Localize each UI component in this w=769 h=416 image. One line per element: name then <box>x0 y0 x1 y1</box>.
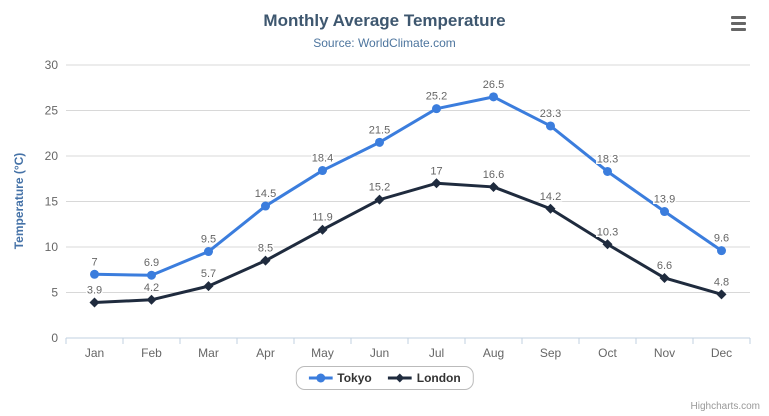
data-label-tokyo: 7 <box>91 256 97 268</box>
y-axis-tick-label: 30 <box>45 58 59 72</box>
data-label-london: 16.6 <box>483 169 504 181</box>
data-label-tokyo: 18.3 <box>597 153 618 165</box>
y-axis-tick-label: 20 <box>45 149 59 163</box>
data-label-tokyo: 9.6 <box>714 233 729 245</box>
legend-marker-tokyo <box>308 373 333 383</box>
data-label-london: 11.9 <box>312 212 333 224</box>
data-point-london[interactable] <box>374 194 385 205</box>
legend-item-london[interactable]: London <box>387 371 461 385</box>
data-point-london[interactable] <box>602 239 613 250</box>
data-label-tokyo: 13.9 <box>654 194 675 206</box>
data-point-tokyo[interactable] <box>432 104 441 114</box>
legend-symbol <box>315 373 325 383</box>
x-axis-tick-label: Mar <box>198 346 219 360</box>
data-point-london[interactable] <box>431 178 442 189</box>
data-point-london[interactable] <box>488 181 499 192</box>
legend-item-tokyo[interactable]: Tokyo <box>308 371 372 385</box>
data-label-tokyo: 14.5 <box>255 188 276 200</box>
legend-symbol <box>395 373 405 383</box>
x-axis-tick-label: Jul <box>429 346 444 360</box>
data-label-london: 3.9 <box>87 285 102 297</box>
data-label-london: 10.3 <box>597 226 618 238</box>
data-label-london: 15.2 <box>369 182 390 194</box>
data-label-london: 17 <box>430 165 442 177</box>
data-point-london[interactable] <box>260 255 271 266</box>
y-axis-tick-label: 15 <box>45 195 59 209</box>
x-axis-tick-label: Oct <box>598 346 617 360</box>
series-line-tokyo[interactable] <box>93 95 723 277</box>
hamburger-menu-icon <box>731 16 746 31</box>
data-label-tokyo: 6.9 <box>144 257 159 269</box>
x-axis-tick-label: Apr <box>256 346 275 360</box>
legend-label-tokyo: Tokyo <box>337 371 372 385</box>
data-point-london[interactable] <box>545 203 556 214</box>
y-axis-tick-label: 0 <box>51 331 58 345</box>
data-point-tokyo[interactable] <box>546 121 555 131</box>
data-point-tokyo[interactable] <box>204 247 213 257</box>
x-axis-tick-label: Feb <box>141 346 162 360</box>
data-point-london[interactable] <box>716 289 727 300</box>
data-label-tokyo: 26.5 <box>483 79 504 91</box>
data-point-tokyo[interactable] <box>147 270 156 280</box>
data-label-london: 4.8 <box>714 276 729 288</box>
data-point-tokyo[interactable] <box>261 201 270 211</box>
data-point-london[interactable] <box>146 294 157 305</box>
data-label-london: 14.2 <box>540 191 561 203</box>
x-axis-tick-label: Dec <box>711 346 732 360</box>
context-menu-button[interactable] <box>728 13 749 34</box>
x-axis-tick-label: Nov <box>654 346 675 360</box>
data-point-tokyo[interactable] <box>318 166 327 176</box>
chart-subtitle: Source: WorldClimate.com <box>313 36 456 50</box>
series-line-london[interactable] <box>93 181 723 305</box>
data-point-tokyo[interactable] <box>90 269 99 279</box>
data-label-tokyo: 23.3 <box>540 108 561 120</box>
x-axis-tick-label: Jan <box>85 346 104 360</box>
data-point-london[interactable] <box>203 281 214 292</box>
data-label-tokyo: 9.5 <box>201 234 216 246</box>
data-point-london[interactable] <box>659 272 670 283</box>
data-label-london: 8.5 <box>258 243 273 255</box>
data-label-london: 5.7 <box>201 268 216 280</box>
data-point-tokyo[interactable] <box>717 246 726 256</box>
data-point-london[interactable] <box>317 224 328 235</box>
x-axis-tick-label: Jun <box>370 346 389 360</box>
data-label-tokyo: 25.2 <box>426 91 447 103</box>
x-axis-tick-label: Sep <box>540 346 562 360</box>
data-point-tokyo[interactable] <box>375 137 384 147</box>
data-point-tokyo[interactable] <box>660 207 669 217</box>
y-axis-tick-label: 10 <box>45 240 59 254</box>
data-label-london: 6.6 <box>657 260 672 272</box>
chart-title: Monthly Average Temperature <box>263 11 506 30</box>
credits-link[interactable]: Highcharts.com <box>690 401 760 412</box>
legend-marker-london <box>387 373 412 383</box>
data-point-london[interactable] <box>89 297 100 308</box>
x-axis-tick-label: May <box>311 346 334 360</box>
data-point-tokyo[interactable] <box>489 92 498 102</box>
data-point-tokyo[interactable] <box>603 166 612 176</box>
legend: Tokyo London <box>295 366 474 390</box>
data-label-london: 4.2 <box>144 282 159 294</box>
y-axis-tick-label: 25 <box>45 104 59 118</box>
x-axis-tick-label: Aug <box>483 346 504 360</box>
data-label-tokyo: 21.5 <box>369 124 390 136</box>
legend-label-london: London <box>416 371 461 385</box>
data-label-tokyo: 18.4 <box>312 153 333 165</box>
y-axis-tick-label: 5 <box>51 286 58 300</box>
